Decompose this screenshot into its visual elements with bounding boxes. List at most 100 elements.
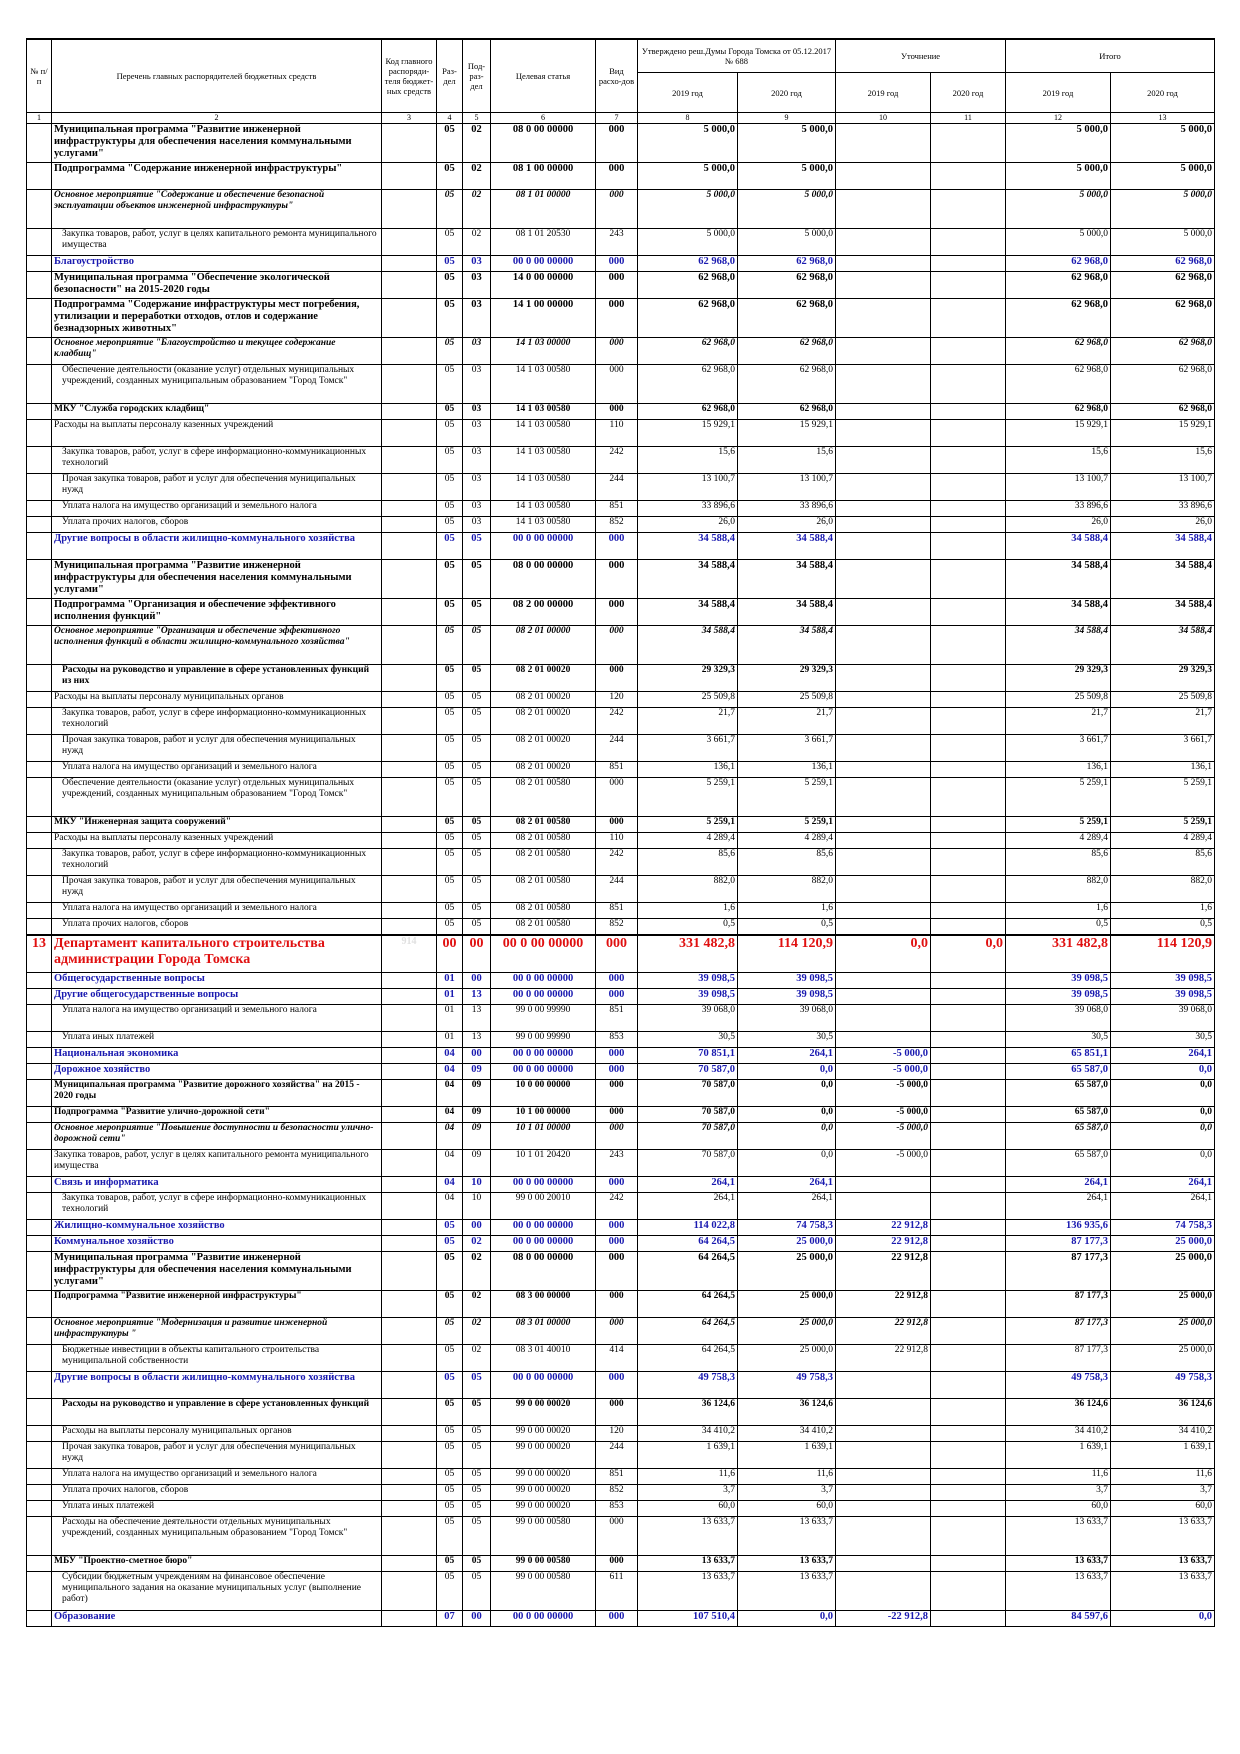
row-total-2020: 85,6	[1110, 848, 1216, 876]
table-row: Закупка товаров, работ, услуг в сфере ин…	[26, 1192, 1216, 1220]
row-vid: 853	[595, 1031, 638, 1048]
row-name: Бюджетные инвестиции в объекты капитальн…	[51, 1344, 382, 1372]
row-approved-2019: 62 968,0	[637, 337, 738, 365]
row-total-2020: 62 968,0	[1110, 271, 1216, 299]
row-razdel: 05	[436, 902, 463, 919]
row-code	[381, 1219, 437, 1236]
row-number	[26, 1610, 52, 1627]
row-approved-2020: 5 000,0	[736, 189, 837, 229]
row-article: 00 0 00 00000	[490, 255, 596, 272]
row-number	[26, 123, 52, 163]
row-code	[381, 972, 437, 989]
row-vid: 852	[595, 918, 638, 936]
row-vid: 000	[595, 972, 638, 989]
row-total-2020: 0,0	[1110, 1079, 1216, 1107]
row-number	[26, 832, 52, 849]
row-name: МБУ "Проектно-сметное бюро"	[51, 1555, 382, 1572]
row-podrazdel: 00	[462, 1610, 491, 1627]
row-article: 08 2 01 00580	[490, 777, 596, 817]
row-approved-2020: 25 000,0	[736, 1344, 837, 1372]
row-clarify-2019	[835, 1004, 932, 1032]
row-clarify-2019: 22 912,8	[835, 1290, 932, 1318]
row-total-2020: 1 639,1	[1110, 1441, 1216, 1469]
row-approved-2020: 15 929,1	[736, 419, 837, 447]
row-podrazdel: 02	[462, 228, 491, 256]
row-total-2019: 65 587,0	[1005, 1122, 1112, 1150]
row-approved-2020: 13 633,7	[736, 1555, 837, 1572]
row-razdel: 05	[436, 1516, 463, 1556]
row-clarify-2020	[930, 625, 1007, 665]
row-total-2020: 264,1	[1110, 1047, 1216, 1064]
table-row: Подпрограмма "Организация и обеспечение …	[26, 598, 1216, 626]
row-name: Муниципальная программа "Обеспечение эко…	[51, 271, 382, 299]
column-index: 6	[490, 112, 596, 124]
row-clarify-2019	[835, 1500, 932, 1517]
row-approved-2020: 62 968,0	[736, 403, 837, 420]
row-vid: 852	[595, 516, 638, 533]
row-clarify-2020	[930, 532, 1007, 560]
row-number	[26, 162, 52, 190]
row-total-2020: 62 968,0	[1110, 298, 1216, 338]
row-name: Расходы на руководство и управление в сф…	[51, 664, 382, 692]
row-clarify-2019	[835, 473, 932, 501]
row-name: Закупка товаров, работ, услуг в сфере ин…	[51, 707, 382, 735]
row-razdel: 05	[436, 189, 463, 229]
row-podrazdel: 02	[462, 1251, 491, 1291]
row-podrazdel: 00	[462, 934, 491, 973]
row-number	[26, 1398, 52, 1426]
row-total-2020: 62 968,0	[1110, 403, 1216, 420]
row-approved-2020: 39 098,5	[736, 972, 837, 989]
row-clarify-2020	[930, 1344, 1007, 1372]
row-razdel: 05	[436, 1571, 463, 1611]
row-number	[26, 337, 52, 365]
column-index: 10	[835, 112, 932, 124]
row-total-2019: 3 661,7	[1005, 734, 1112, 762]
row-clarify-2019: 22 912,8	[835, 1251, 932, 1291]
row-clarify-2020	[930, 1004, 1007, 1032]
row-approved-2019: 49 758,3	[637, 1371, 738, 1399]
row-approved-2020: 4 289,4	[736, 832, 837, 849]
row-vid: 000	[595, 625, 638, 665]
row-total-2019: 13 633,7	[1005, 1516, 1112, 1556]
row-approved-2020: 0,0	[736, 1610, 837, 1627]
row-vid: 000	[595, 298, 638, 338]
table-row: Другие вопросы в области жилищно-коммуна…	[26, 532, 1216, 560]
row-clarify-2019: -5 000,0	[835, 1047, 932, 1064]
row-vid: 244	[595, 473, 638, 501]
row-approved-2020: 29 329,3	[736, 664, 837, 692]
row-podrazdel: 05	[462, 1371, 491, 1399]
row-code	[381, 816, 437, 833]
row-number	[26, 1122, 52, 1150]
row-podrazdel: 02	[462, 1344, 491, 1372]
table-row: Прочая закупка товаров, работ и услуг дл…	[26, 875, 1216, 903]
row-razdel: 05	[436, 228, 463, 256]
row-code	[381, 664, 437, 692]
row-total-2019: 84 597,6	[1005, 1610, 1112, 1627]
row-total-2020: 30,5	[1110, 1031, 1216, 1048]
table-row: Подпрограмма "Содержание инженерной инфр…	[26, 162, 1216, 190]
row-approved-2019: 264,1	[637, 1176, 738, 1193]
row-vid: 000	[595, 1516, 638, 1556]
row-clarify-2020	[930, 500, 1007, 517]
row-total-2020: 34 588,4	[1110, 598, 1216, 626]
row-clarify-2020	[930, 298, 1007, 338]
row-vid: 242	[595, 707, 638, 735]
row-podrazdel: 09	[462, 1149, 491, 1177]
row-number	[26, 691, 52, 708]
row-article: 08 1 00 00000	[490, 162, 596, 190]
row-clarify-2019	[835, 532, 932, 560]
header-approved: Утверждено реш.Думы Города Томска от 05.…	[636, 38, 837, 74]
row-razdel: 05	[436, 734, 463, 762]
table-row: Уплата прочих налогов, сборов 05 05 99 0 00…	[26, 1484, 1216, 1501]
row-podrazdel: 13	[462, 1004, 491, 1032]
row-total-2020: 5 259,1	[1110, 777, 1216, 817]
row-clarify-2019	[835, 875, 932, 903]
table-row: Уплата прочих налогов, сборов 05 03 14 1 03…	[26, 516, 1216, 533]
row-clarify-2020	[930, 228, 1007, 256]
row-number	[26, 1063, 52, 1080]
row-podrazdel: 00	[462, 972, 491, 989]
row-approved-2019: 64 264,5	[637, 1251, 738, 1291]
row-approved-2019: 33 896,6	[637, 500, 738, 517]
row-article: 08 2 01 00020	[490, 707, 596, 735]
row-total-2020: 25 000,0	[1110, 1344, 1216, 1372]
